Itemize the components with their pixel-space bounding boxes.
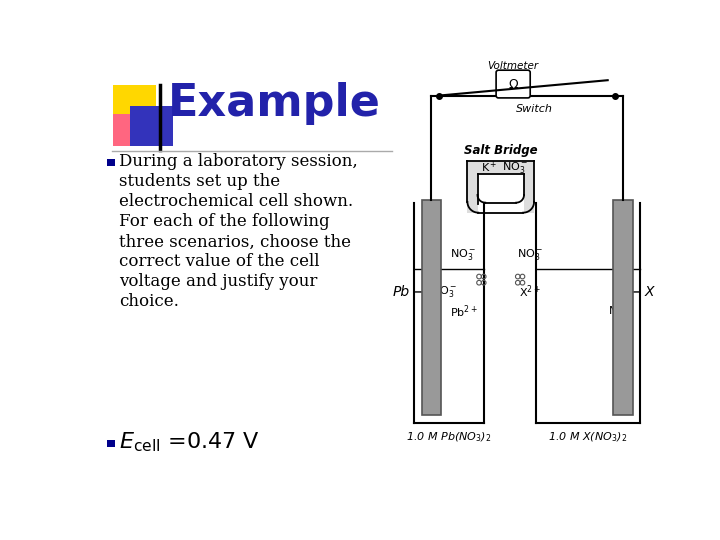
Text: three scenarios, choose the: three scenarios, choose the (120, 233, 351, 251)
Bar (130, 106, 173, 146)
Text: NO$_3^-$: NO$_3^-$ (431, 285, 457, 300)
Text: Pb$^{2+}$: Pb$^{2+}$ (449, 303, 477, 320)
Text: Ω: Ω (508, 78, 518, 91)
Bar (524, 161, 534, 213)
Text: K$^+$: K$^+$ (481, 159, 498, 175)
Text: $E_{\rm cell}$ =0.47 V: $E_{\rm cell}$ =0.47 V (120, 430, 260, 454)
Bar (422, 200, 441, 415)
Text: NO$_3^-$: NO$_3^-$ (451, 247, 477, 262)
Text: NO$_3^-$: NO$_3^-$ (608, 303, 634, 319)
Text: 1.0 $M$ Pb(NO$_3$)$_2$: 1.0 $M$ Pb(NO$_3$)$_2$ (406, 430, 492, 443)
Bar (113, 114, 143, 146)
Text: students set up the: students set up the (120, 173, 281, 190)
Bar (467, 161, 477, 213)
Text: X$^{2+}$: X$^{2+}$ (519, 284, 541, 300)
Text: NO$_3^-$: NO$_3^-$ (502, 160, 528, 175)
Text: Salt Bridge: Salt Bridge (464, 144, 538, 157)
Text: Pb: Pb (393, 285, 410, 299)
Text: Example: Example (168, 82, 380, 125)
Text: Switch: Switch (516, 104, 553, 114)
Text: X: X (644, 285, 654, 299)
Bar (467, 161, 534, 174)
Text: Voltmeter: Voltmeter (487, 62, 539, 71)
Text: NO$_3^-$: NO$_3^-$ (517, 247, 544, 262)
Bar (113, 85, 156, 125)
Text: choice.: choice. (120, 293, 179, 310)
Text: voltage and justify your: voltage and justify your (120, 273, 318, 291)
Bar (107, 159, 114, 166)
Text: During a laboratory session,: During a laboratory session, (120, 153, 359, 170)
Text: correct value of the cell: correct value of the cell (120, 253, 320, 271)
Text: For each of the following: For each of the following (120, 213, 330, 231)
Text: electrochemical cell shown.: electrochemical cell shown. (120, 193, 354, 211)
Bar (613, 200, 632, 415)
Text: 1.0 $M$ X(NO$_3$)$_2$: 1.0 $M$ X(NO$_3$)$_2$ (548, 430, 627, 443)
FancyBboxPatch shape (496, 70, 530, 98)
Bar (107, 440, 114, 448)
